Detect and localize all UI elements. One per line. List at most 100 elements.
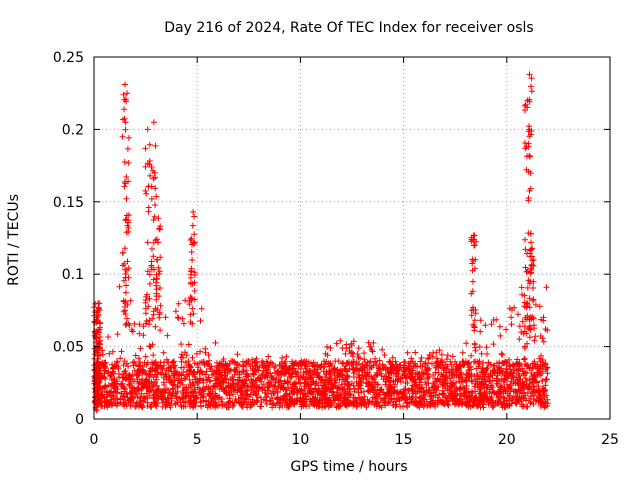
data-point [356, 360, 362, 367]
data-point [144, 399, 151, 406]
data-point [134, 394, 141, 401]
data-point [150, 253, 157, 260]
data-point [495, 396, 502, 403]
data-point [416, 375, 423, 382]
data-point [122, 300, 129, 307]
data-point [527, 170, 534, 177]
data-point [212, 339, 219, 346]
data-point [201, 362, 208, 369]
data-point [306, 367, 313, 374]
data-point [396, 362, 403, 369]
data-point [527, 270, 534, 277]
data-point [189, 354, 196, 361]
data-point [522, 343, 529, 350]
data-point [321, 363, 328, 370]
data-point [101, 403, 108, 410]
data-point [157, 285, 163, 291]
data-point [189, 320, 196, 327]
data-point [415, 385, 422, 392]
data-point [524, 97, 531, 104]
data-point [404, 349, 411, 356]
data-point [214, 359, 220, 366]
data-point [300, 369, 307, 376]
data-point [119, 133, 126, 140]
data-point [188, 388, 195, 395]
data-point [260, 381, 267, 388]
data-point [436, 347, 443, 354]
data-point [369, 348, 376, 355]
data-point [480, 359, 487, 366]
data-point [526, 133, 533, 140]
data-point [484, 351, 490, 357]
data-point [125, 178, 132, 185]
data-point [198, 391, 205, 398]
data-point [206, 357, 213, 364]
data-point [469, 256, 476, 263]
data-point [110, 396, 117, 402]
data-point [149, 245, 155, 252]
data-point [381, 352, 388, 358]
data-point [137, 359, 143, 365]
data-point [426, 351, 433, 358]
data-point [323, 376, 330, 383]
data-point [118, 348, 125, 355]
data-point [515, 311, 521, 318]
data-point [473, 238, 480, 245]
data-point [477, 328, 484, 335]
data-point [152, 371, 158, 378]
data-point [196, 386, 203, 392]
data-point [451, 384, 458, 391]
data-point [120, 91, 127, 98]
data-point [305, 359, 312, 366]
data-point [335, 396, 342, 402]
data-point [506, 363, 513, 370]
data-point [157, 302, 164, 309]
data-point [461, 387, 468, 394]
data-point [338, 381, 345, 388]
data-point [279, 355, 286, 361]
data-point [171, 364, 178, 371]
data-point [425, 374, 432, 381]
data-point [168, 380, 175, 386]
data-point [417, 358, 424, 365]
data-point [459, 349, 466, 356]
x-tick-label: 10 [291, 432, 309, 448]
data-point [516, 336, 523, 343]
data-point [503, 326, 509, 333]
data-point [280, 397, 287, 404]
data-point [406, 365, 413, 372]
data-point [382, 378, 389, 385]
data-point [111, 379, 118, 386]
data-point [120, 116, 126, 123]
data-point [126, 397, 133, 403]
data-point [172, 401, 179, 408]
data-point [176, 395, 183, 402]
data-point [225, 404, 232, 411]
data-point [146, 380, 153, 387]
data-point [308, 381, 315, 388]
data-point [238, 400, 245, 407]
data-point [314, 361, 321, 368]
data-point [269, 360, 276, 367]
data-point [474, 371, 481, 378]
data-point [477, 390, 484, 397]
data-point [386, 398, 393, 405]
data-point [487, 361, 494, 368]
data-point [265, 380, 272, 386]
data-point [243, 396, 249, 402]
data-point [434, 377, 441, 384]
data-point [215, 394, 222, 401]
data-point [219, 401, 226, 408]
data-point [390, 363, 396, 370]
x-axis-label: GPS time / hours [290, 459, 407, 475]
data-point [202, 371, 209, 378]
data-point [478, 385, 485, 392]
data-point [179, 315, 186, 322]
data-point [339, 400, 346, 407]
data-point [412, 371, 419, 378]
data-point [425, 387, 432, 393]
data-point [353, 402, 360, 409]
data-point [499, 351, 506, 358]
data-point [471, 395, 478, 402]
data-point [163, 386, 169, 392]
